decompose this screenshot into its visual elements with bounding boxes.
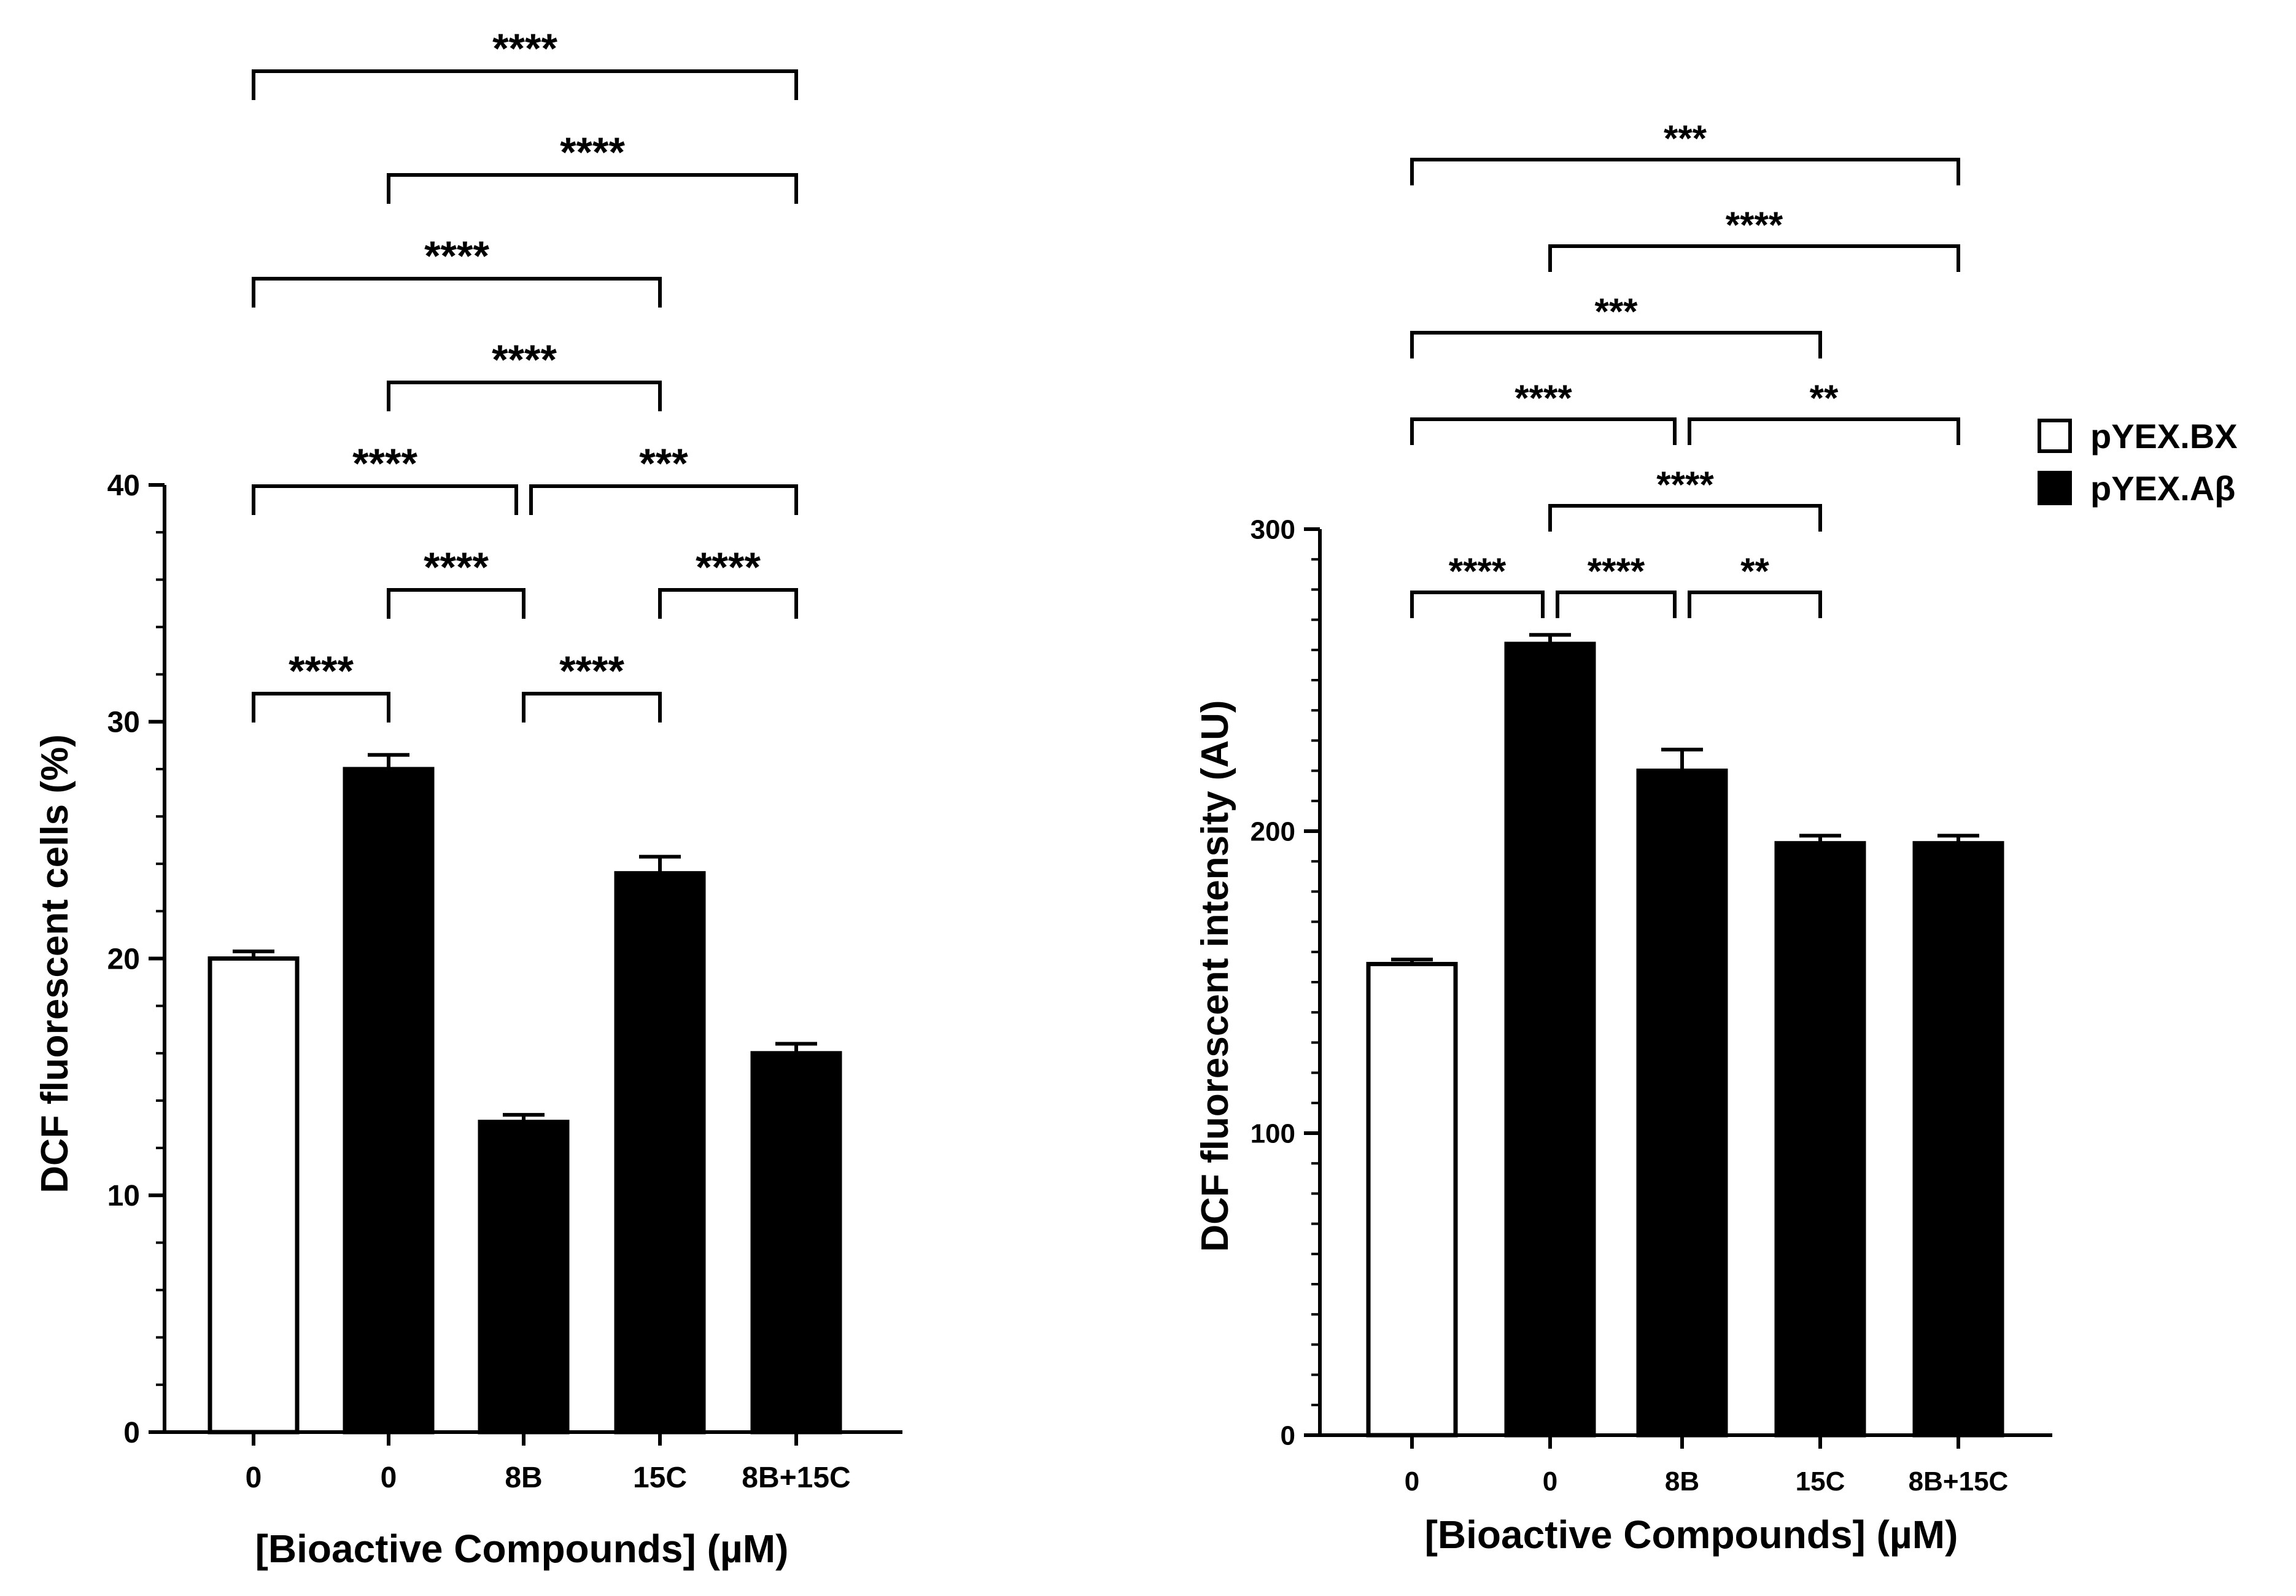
bar	[207, 956, 300, 1435]
significance-label: **	[1810, 378, 1839, 419]
significance-bracket	[387, 381, 662, 411]
x-axis-title-right: [Bioactive Compounds] (µM)	[1425, 1513, 1958, 1557]
legend-swatch-pyex-bx	[2038, 419, 2072, 453]
bar	[1912, 841, 2004, 1438]
x-tick-label: 0	[1405, 1466, 1419, 1497]
y-tick-label: 40	[107, 470, 140, 502]
significance-label: ****	[424, 544, 489, 591]
bar	[343, 767, 435, 1435]
panel-right-chart: DCF fluorescent intensity (AU) [Bioactiv…	[1194, 118, 2052, 1557]
significance-bracket	[252, 484, 518, 515]
y-axis-title-left: DCF fluorescent cells (%)	[34, 734, 76, 1193]
bar	[1366, 961, 1458, 1438]
x-tick-label: 0	[1543, 1466, 1557, 1497]
x-tick-label: 8B+15C	[1909, 1466, 2009, 1497]
y-tick-label: 200	[1251, 816, 1295, 846]
x-tick-label: 0	[381, 1462, 397, 1494]
significance-label: ****	[492, 25, 557, 72]
bar	[1504, 641, 1596, 1438]
significance-bracket	[1548, 504, 1822, 532]
x-tick-label: 15C	[633, 1462, 687, 1494]
significance-bracket	[387, 173, 798, 204]
significance-bracket	[252, 277, 662, 308]
significance-bracket	[1410, 158, 1960, 185]
significance-bracket	[252, 69, 798, 100]
legend-label-pyex-bx: pYEX.BX	[2090, 417, 2238, 455]
y-tick-label: 0	[1281, 1420, 1295, 1451]
significance-bracket	[1410, 417, 1677, 445]
significance-label: ****	[1656, 464, 1714, 505]
y-tick-label: 30	[107, 707, 140, 739]
significance-bracket	[1410, 331, 1822, 358]
bar	[478, 1120, 570, 1435]
legend: pYEX.BX pYEX.Aβ	[2038, 417, 2238, 508]
significance-label: ****	[1515, 378, 1572, 419]
bar	[1636, 769, 1728, 1438]
significance-label: ****	[560, 129, 625, 176]
significance-bracket	[658, 588, 798, 619]
significance-label: ****	[696, 544, 761, 591]
x-tick-label: 15C	[1796, 1466, 1845, 1497]
significance-label: **	[1740, 551, 1769, 592]
significance-label: ****	[559, 648, 624, 694]
significance-bracket	[387, 588, 526, 619]
x-tick-label: 8B	[1665, 1466, 1699, 1497]
significance-bracket	[522, 692, 662, 722]
x-axis-title-left: [Bioactive Compounds] (µM)	[255, 1527, 789, 1571]
bar	[750, 1051, 842, 1435]
significance-bracket	[1688, 417, 1960, 445]
y-tick-label: 300	[1251, 514, 1295, 544]
significance-label: ****	[1588, 551, 1645, 592]
x-tick-label: 0	[246, 1462, 262, 1494]
significance-bracket	[529, 484, 798, 515]
significance-label: ****	[289, 648, 354, 694]
x-tick-label: 8B	[505, 1462, 542, 1494]
y-axis-title-right: DCF fluorescent intensity (AU)	[1194, 700, 1236, 1252]
legend-swatch-pyex-abeta	[2038, 471, 2072, 505]
y-tick-label: 20	[107, 943, 140, 975]
significance-label: ****	[424, 233, 489, 279]
significance-label: ****	[1726, 204, 1783, 246]
significance-bracket	[1548, 244, 1960, 272]
significance-label: ****	[352, 440, 417, 487]
significance-label: ****	[1449, 551, 1507, 592]
significance-bracket	[1410, 591, 1545, 618]
significance-bracket	[252, 692, 390, 722]
significance-bracket	[1688, 591, 1822, 618]
bar	[1774, 841, 1866, 1438]
significance-label: ****	[492, 336, 557, 383]
y-tick-label: 100	[1251, 1118, 1295, 1149]
legend-label-pyex-abeta: pYEX.Aβ	[2090, 469, 2235, 508]
significance-label: ***	[1664, 118, 1707, 159]
significance-bracket	[1556, 591, 1677, 618]
x-tick-label: 8B+15C	[742, 1462, 850, 1494]
panel-left-chart: DCF fluorescent cells (%) [Bioactive Com…	[34, 25, 902, 1571]
y-tick-label: 10	[107, 1180, 140, 1212]
significance-label: ***	[1594, 291, 1638, 332]
significance-label: ***	[639, 440, 688, 487]
bar	[614, 871, 706, 1435]
y-tick-label: 0	[123, 1417, 140, 1449]
